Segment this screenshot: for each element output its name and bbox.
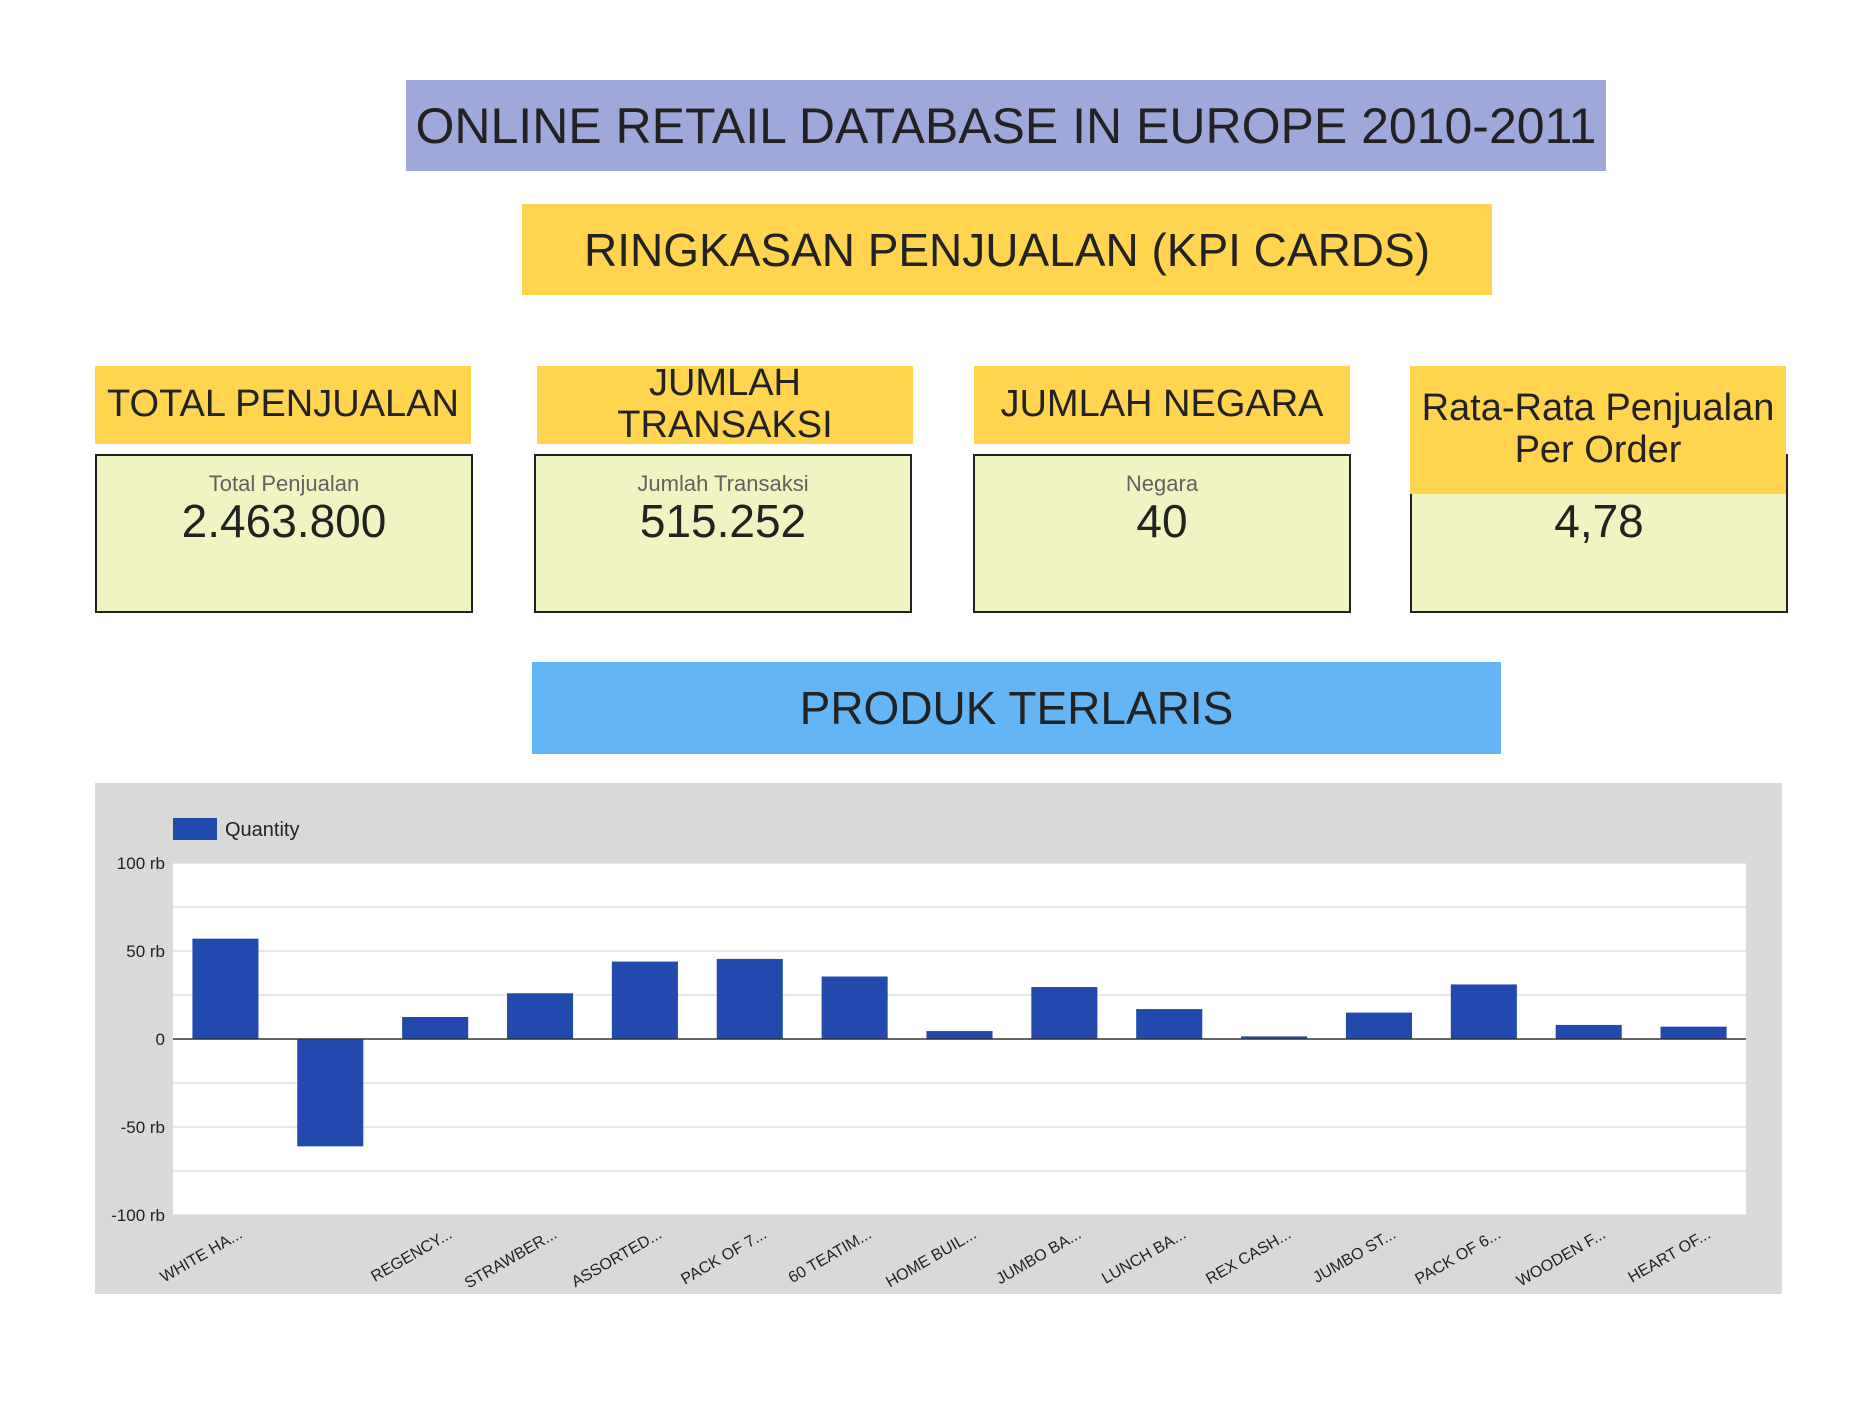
bar: [297, 1039, 364, 1147]
chart-section-title: PRODUK TERLARIS: [532, 662, 1501, 754]
kpi-header-jumlah-negara: JUMLAH NEGARA: [974, 366, 1350, 444]
x-tick-label: STRAWBER...: [462, 1226, 560, 1292]
x-tick-label: PACK OF 6...: [1412, 1226, 1503, 1289]
kpi-value: 515.252: [639, 495, 807, 547]
bar: [402, 1017, 469, 1039]
kpi-label: Jumlah Transaksi: [637, 471, 809, 496]
y-tick-label: -50 rb: [121, 1118, 165, 1137]
x-tick-label: JUMBO ST...: [1310, 1226, 1399, 1287]
legend-label: Quantity: [225, 819, 299, 841]
bar: [1555, 1024, 1622, 1039]
kpi-header-total-penjualan: TOTAL PENJUALAN: [95, 366, 471, 444]
x-tick-label: REX CASH...: [1203, 1226, 1294, 1288]
x-tick-label: PACK OF 7...: [678, 1226, 769, 1289]
kpi-section-title: RINGKASAN PENJUALAN (KPI CARDS): [522, 204, 1492, 295]
bar: [1450, 984, 1517, 1039]
y-tick-label: 100 rb: [117, 854, 165, 873]
kpi-label: Total Penjualan: [208, 471, 360, 496]
chart-panel: 100 rb 50 rb 0 -50 rb -100 rb WHITE HA... REGE…: [95, 783, 1782, 1294]
kpi-card-total-penjualan: Total Penjualan 2.463.800: [95, 454, 473, 613]
bar: [1660, 1026, 1727, 1039]
x-tick-label: 60 TEATIM...: [786, 1226, 875, 1287]
kpi-value: 4,78: [1554, 495, 1644, 547]
x-tick-label: REGENCY...: [368, 1226, 455, 1286]
bar: [1345, 1012, 1412, 1039]
kpi-card-jumlah-transaksi: Jumlah Transaksi 515.252: [534, 454, 912, 613]
y-tick-label: 50 rb: [126, 942, 165, 961]
bar: [192, 938, 259, 1039]
x-tick-label: WOODEN F...: [1514, 1226, 1609, 1291]
kpi-card-jumlah-negara: Negara 40: [973, 454, 1351, 613]
y-tick-label: -100 rb: [111, 1206, 165, 1225]
x-tick-label: HEART OF...: [1626, 1226, 1714, 1287]
bar: [821, 976, 888, 1039]
kpi-value: 40: [1136, 495, 1188, 547]
bar: [1241, 1036, 1308, 1039]
kpi-header-jumlah-transaksi: JUMLAH TRANSAKSI: [537, 362, 913, 446]
legend-swatch: [173, 818, 217, 840]
x-tick-label: HOME BUIL...: [883, 1226, 979, 1291]
bar: [611, 961, 678, 1039]
bar: [1136, 1009, 1203, 1039]
kpi-label: Negara: [1125, 471, 1199, 496]
x-tick-label: ASSORTED...: [569, 1226, 665, 1291]
kpi-value: 2.463.800: [181, 495, 387, 547]
bar: [716, 958, 783, 1039]
kpi-header-rata-rata-penjualan: Rata-Rata Penjualan Per Order: [1410, 366, 1786, 494]
x-tick-label: WHITE HA...: [158, 1226, 246, 1287]
y-tick-label: 0: [156, 1030, 165, 1049]
page-title: ONLINE RETAIL DATABASE IN EUROPE 2010-20…: [406, 80, 1606, 171]
bar: [1031, 987, 1098, 1039]
bar: [926, 1031, 993, 1039]
x-tick-label: JUMBO BA...: [993, 1226, 1084, 1288]
x-tick-label: LUNCH BA...: [1099, 1226, 1189, 1288]
bar: [507, 993, 574, 1039]
